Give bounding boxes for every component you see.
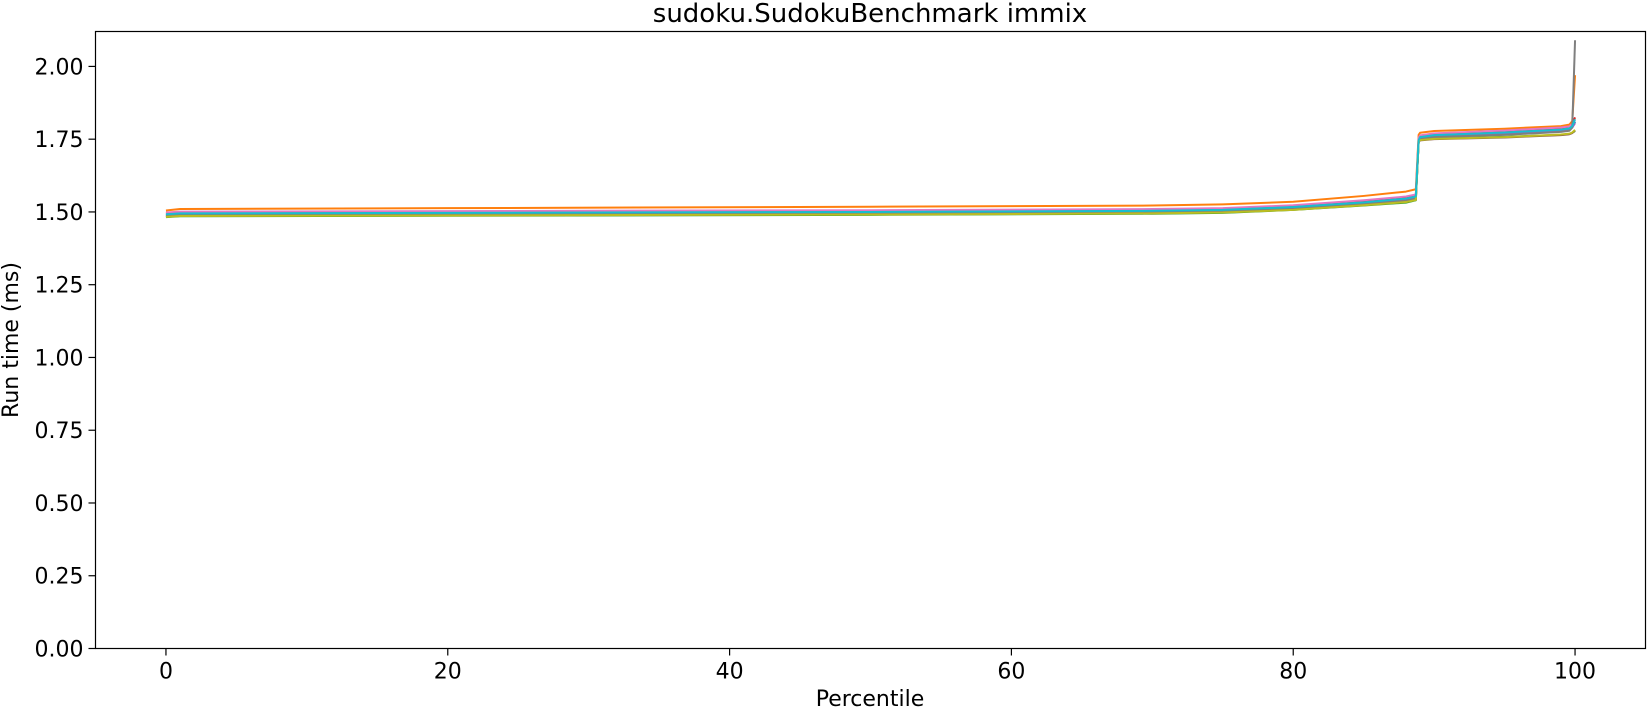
plot-lines [165, 40, 1577, 219]
y-tick-label: 0.25 [35, 565, 84, 590]
y-tick-label: 0.00 [35, 638, 84, 663]
x-tick-label: 0 [159, 660, 173, 685]
y-tick-label: 1.50 [35, 201, 84, 226]
y-tick-label: 1.75 [35, 128, 84, 153]
x-tick-label: 80 [1279, 660, 1307, 685]
series-line-7 [165, 119, 1576, 214]
y-tick-label: 1.00 [35, 346, 84, 371]
x-tick-label: 60 [997, 660, 1025, 685]
y-axis-label: Run time (ms) [0, 262, 24, 418]
x-tick-label: 20 [434, 660, 462, 685]
y-tick-label: 2.00 [35, 55, 84, 80]
series-line-9 [165, 129, 1576, 218]
x-tick-label: 100 [1554, 660, 1596, 685]
series-line-10 [165, 119, 1576, 216]
x-axis-ticks: 0 20 40 60 80 100 [159, 648, 1596, 685]
series-line-2 [165, 75, 1577, 212]
x-tick-label: 40 [716, 660, 744, 685]
plot-frame [94, 30, 1647, 650]
y-tick-label: 1.25 [35, 274, 84, 299]
series-line-4 [165, 116, 1576, 215]
x-axis-label: Percentile [816, 687, 925, 710]
y-tick-label: 0.50 [35, 492, 84, 517]
y-axis-ticks: 0.00 0.25 0.50 0.75 1.00 1.25 1.50 1.75 2.00 [35, 55, 96, 663]
y-tick-label: 0.75 [35, 419, 84, 444]
series-line-8 [165, 40, 1577, 217]
chart-title: sudoku.SudokuBenchmark immix [653, 0, 1087, 29]
